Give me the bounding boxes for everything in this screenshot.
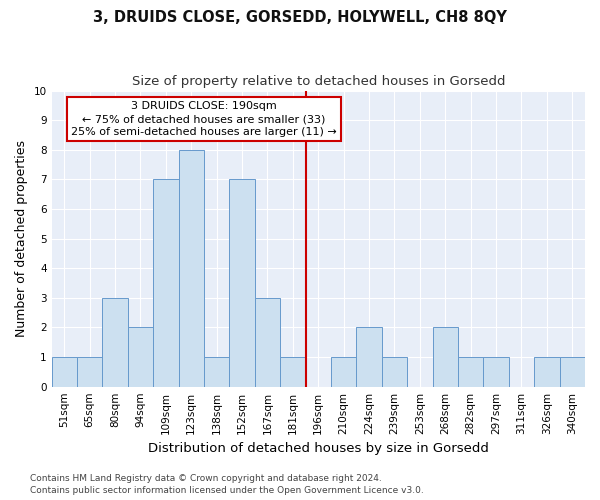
Text: Contains HM Land Registry data © Crown copyright and database right 2024.
Contai: Contains HM Land Registry data © Crown c… (30, 474, 424, 495)
Y-axis label: Number of detached properties: Number of detached properties (15, 140, 28, 337)
Bar (255, 298, 280, 386)
Bar (560, 357, 585, 386)
Bar (103, 298, 128, 386)
Text: 3 DRUIDS CLOSE: 190sqm
← 75% of detached houses are smaller (33)
25% of semi-det: 3 DRUIDS CLOSE: 190sqm ← 75% of detached… (71, 101, 337, 138)
Text: 3, DRUIDS CLOSE, GORSEDD, HOLYWELL, CH8 8QY: 3, DRUIDS CLOSE, GORSEDD, HOLYWELL, CH8 … (93, 10, 507, 25)
Title: Size of property relative to detached houses in Gorsedd: Size of property relative to detached ho… (131, 75, 505, 88)
Bar (331, 357, 356, 386)
Bar (229, 180, 255, 386)
Bar (356, 328, 382, 386)
Bar (484, 357, 509, 386)
Bar (52, 357, 77, 386)
Bar (433, 328, 458, 386)
Bar (179, 150, 204, 386)
Bar (382, 357, 407, 386)
Bar (204, 357, 229, 386)
Bar (128, 328, 153, 386)
Bar (534, 357, 560, 386)
Bar (77, 357, 103, 386)
X-axis label: Distribution of detached houses by size in Gorsedd: Distribution of detached houses by size … (148, 442, 489, 455)
Bar (458, 357, 484, 386)
Bar (153, 180, 179, 386)
Bar (280, 357, 305, 386)
